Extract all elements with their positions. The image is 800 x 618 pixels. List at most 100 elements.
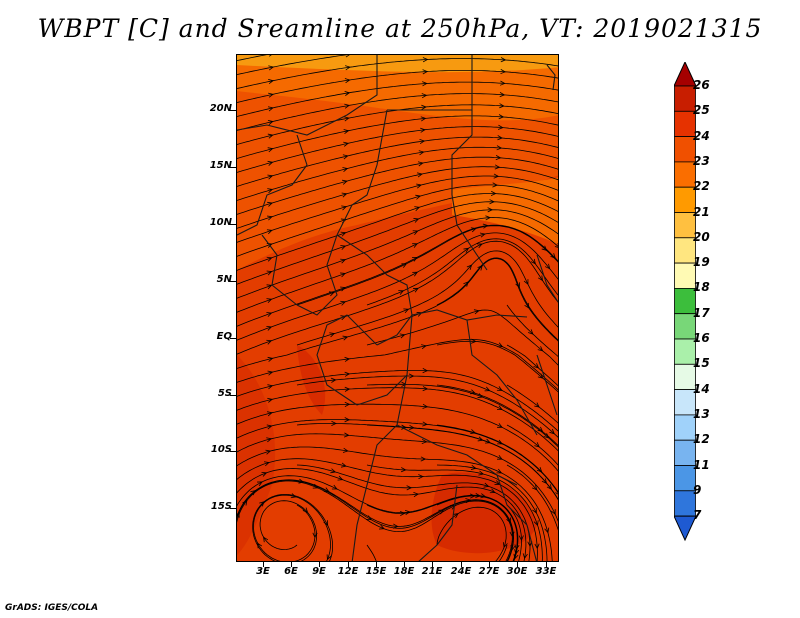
streamline bbox=[366, 309, 558, 366]
lon-label: 3E bbox=[256, 566, 270, 577]
streamline-arrow bbox=[411, 256, 418, 262]
streamline-arrow bbox=[421, 438, 428, 444]
streamline bbox=[237, 446, 553, 561]
lon-label: 30E bbox=[506, 566, 528, 577]
streamline-arrow bbox=[485, 215, 491, 221]
streamline-arrow bbox=[267, 384, 274, 390]
streamline-arrow bbox=[266, 215, 273, 221]
streamline-arrow bbox=[422, 81, 428, 87]
country-border bbox=[316, 314, 378, 406]
streamline-arrow bbox=[413, 287, 419, 293]
streamline-arrow bbox=[554, 243, 558, 248]
streamline bbox=[237, 224, 558, 327]
streamline-arrow bbox=[551, 509, 556, 516]
lat-tick bbox=[230, 224, 236, 225]
colorbar-label: 14 bbox=[693, 381, 710, 396]
streamline-arrow bbox=[267, 133, 274, 139]
streamline-arrow bbox=[497, 455, 503, 460]
streamline-arrow bbox=[266, 298, 273, 304]
streamline-arrow bbox=[267, 106, 274, 112]
country-border bbox=[336, 109, 388, 236]
streamline-arrow bbox=[312, 483, 319, 489]
streamline-arrow bbox=[484, 386, 491, 392]
streamline-arrow bbox=[417, 172, 423, 178]
colorbar-label: 18 bbox=[693, 280, 710, 295]
country-border bbox=[351, 374, 408, 561]
wbpt-shading bbox=[237, 55, 558, 561]
streamline-arrow bbox=[344, 356, 351, 362]
country-border bbox=[451, 110, 488, 271]
streamline-arrow bbox=[267, 174, 274, 180]
streamline-arrow bbox=[344, 78, 351, 84]
map-plot-area bbox=[236, 54, 559, 562]
streamline-arrow bbox=[419, 139, 426, 145]
streamline-arrow bbox=[493, 173, 500, 179]
streamline-arrow bbox=[533, 520, 539, 527]
streamline bbox=[237, 175, 558, 243]
streamline-arrow bbox=[543, 433, 550, 439]
streamline bbox=[237, 217, 558, 313]
streamline-arrow bbox=[266, 284, 273, 290]
streamline-arrow bbox=[343, 141, 350, 147]
streamline-arrow bbox=[555, 492, 558, 495]
lon-label: 33E bbox=[535, 566, 557, 577]
streamline bbox=[237, 81, 558, 117]
streamline-arrow bbox=[302, 507, 309, 514]
streamline-arrow bbox=[422, 386, 429, 392]
map-canvas bbox=[237, 55, 558, 561]
colorbar-label: 22 bbox=[693, 179, 710, 194]
streamline-arrow bbox=[523, 279, 529, 285]
colorbar-label: 17 bbox=[693, 305, 710, 320]
streamline-arrow bbox=[265, 449, 272, 455]
streamline-arrow bbox=[340, 272, 346, 278]
streamline-arrow bbox=[497, 135, 504, 141]
streamline-arrow bbox=[541, 245, 548, 252]
streamline-arrow bbox=[470, 465, 477, 470]
streamline-arrow bbox=[499, 103, 505, 109]
streamline-arrow bbox=[344, 417, 351, 423]
streamline-arrow bbox=[268, 55, 272, 57]
streamline bbox=[498, 544, 508, 561]
streamline bbox=[237, 403, 558, 472]
streamline-arrow bbox=[417, 161, 424, 167]
streamline bbox=[237, 193, 558, 271]
colorbar-label: 15 bbox=[693, 356, 710, 371]
streamline bbox=[296, 375, 558, 438]
streamline bbox=[237, 468, 527, 561]
streamline-arrow bbox=[344, 386, 351, 392]
streamline-arrow bbox=[533, 363, 540, 369]
streamline-arrow bbox=[496, 468, 503, 474]
lat-label: 15S bbox=[210, 501, 232, 512]
streamline-arrow bbox=[534, 543, 540, 550]
streamline bbox=[436, 464, 548, 561]
streamline-arrow bbox=[497, 423, 503, 428]
colorbar-bottom-arrow bbox=[674, 515, 696, 542]
streamline-arrow bbox=[404, 509, 411, 515]
grads-credit: GrADS: IGES/COLA bbox=[5, 603, 99, 613]
streamline bbox=[237, 115, 558, 159]
streamline-arrow bbox=[470, 338, 477, 344]
lon-tick bbox=[461, 562, 462, 567]
streamline-arrow bbox=[496, 386, 503, 391]
streamline-arrow bbox=[537, 373, 544, 379]
streamline-arrow bbox=[530, 258, 536, 265]
streamline-arrow bbox=[341, 192, 348, 198]
streamline bbox=[436, 424, 558, 493]
streamline bbox=[237, 126, 558, 173]
country-border bbox=[237, 134, 308, 236]
streamline-arrow bbox=[469, 493, 476, 499]
streamline bbox=[436, 257, 558, 341]
streamline-arrow bbox=[267, 397, 274, 403]
colorbar-label: 7 bbox=[693, 508, 702, 523]
colorbar-label: 16 bbox=[693, 331, 710, 345]
lon-tick bbox=[376, 562, 377, 567]
streamline-arrow bbox=[470, 429, 477, 435]
streamline-arrow bbox=[506, 517, 511, 524]
streamline bbox=[237, 184, 558, 257]
colorbar-label: 25 bbox=[693, 103, 710, 118]
streamline-arrow bbox=[482, 223, 489, 229]
country-border bbox=[261, 234, 298, 306]
lon-label: 6E bbox=[284, 566, 298, 577]
streamline bbox=[237, 419, 558, 494]
streamline-arrow bbox=[498, 114, 505, 120]
